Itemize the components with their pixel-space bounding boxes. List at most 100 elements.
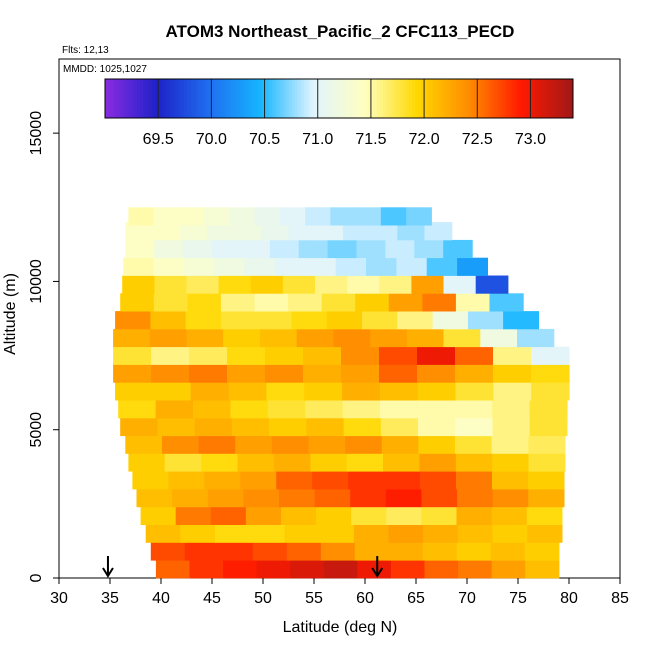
- colorbar-segment: [377, 79, 381, 118]
- colorbar-segment: [172, 79, 176, 118]
- colorbar-segment: [309, 79, 314, 118]
- colorbar-segment: [143, 79, 147, 118]
- colorbar-segment: [289, 79, 293, 118]
- colorbar-segment: [286, 79, 290, 118]
- colorbar-segment: [207, 79, 211, 118]
- heatmap-cell: [333, 328, 371, 348]
- x-tick-label: 65: [407, 590, 425, 607]
- heatmap-cell: [189, 364, 228, 383]
- colorbar-segment: [426, 79, 431, 118]
- colorbar-segment: [520, 79, 524, 118]
- heatmap-cell: [456, 506, 493, 525]
- heatmap-cell: [342, 400, 381, 419]
- colorbar-segment: [461, 79, 466, 118]
- colorbar-segment: [125, 79, 129, 118]
- heatmap-cell: [531, 364, 570, 383]
- heatmap-cell: [396, 257, 428, 276]
- colorbar-segment: [198, 79, 203, 118]
- heatmap-cell: [406, 207, 432, 226]
- heatmap-cell: [265, 364, 304, 383]
- heatmap-cell: [443, 239, 473, 259]
- colorbar-segment: [134, 79, 138, 118]
- heatmap-cell: [240, 239, 271, 259]
- colorbar-segment: [204, 79, 208, 118]
- colorbar-segment: [368, 79, 372, 118]
- heatmap-cell: [314, 489, 351, 508]
- colorbar-segment: [429, 79, 434, 118]
- profile-marker-arrow: [371, 556, 384, 578]
- heatmap-cell: [455, 293, 491, 312]
- colorbar-segment: [382, 79, 387, 118]
- heatmap-cell: [385, 239, 415, 259]
- heatmap-cell: [113, 328, 151, 348]
- heatmap-cell: [150, 311, 187, 330]
- colorbar-segment: [151, 79, 156, 118]
- heatmap-cell: [390, 560, 426, 579]
- colorbar-frame: [104, 78, 574, 119]
- heatmap-cell: [185, 311, 222, 330]
- colorbar-segment: [502, 79, 507, 118]
- heatmap-cell: [455, 453, 493, 472]
- colorbar-segment: [505, 79, 510, 118]
- colorbar-segment: [230, 79, 235, 118]
- heatmap-cell: [418, 417, 456, 437]
- heatmap-cell: [180, 524, 216, 543]
- heatmap-cell: [341, 346, 380, 365]
- colorbar-segment: [394, 79, 398, 118]
- heatmap-cell: [152, 382, 192, 401]
- heatmap-cell: [150, 542, 186, 561]
- heatmap-cell: [341, 364, 380, 383]
- colorbar-segment: [169, 79, 173, 118]
- heatmap-cell: [480, 328, 518, 348]
- colorbar-segment: [254, 79, 258, 118]
- heatmap-cell: [204, 471, 241, 490]
- colorbar-segment: [491, 79, 495, 118]
- colorbar-segment: [415, 79, 419, 118]
- heatmap-cell: [254, 293, 289, 312]
- heatmap-cell: [151, 364, 190, 383]
- colorbar-segment: [388, 79, 393, 118]
- colorbar-segment: [119, 79, 124, 118]
- heatmap-cell: [397, 311, 434, 330]
- heatmap-cell: [269, 239, 300, 259]
- heatmap-cell: [355, 293, 390, 312]
- colorbar-segment: [210, 79, 214, 118]
- heatmap-cell: [259, 328, 298, 348]
- heatmap-cell: [426, 257, 458, 276]
- heatmap-cell: [350, 489, 387, 508]
- heatmap-cell: [315, 222, 344, 241]
- heatmap-cell: [353, 524, 390, 543]
- heatmap-cell: [531, 382, 570, 401]
- colorbar-segment: [333, 79, 337, 118]
- colorbar-segment: [379, 79, 384, 118]
- heatmap-cell: [385, 489, 422, 508]
- x-tick-label: 70: [458, 590, 476, 607]
- heatmap-cell: [276, 471, 313, 490]
- heatmap-cell: [155, 560, 191, 579]
- heatmap-cell: [492, 453, 530, 472]
- heatmap-cell: [284, 524, 320, 543]
- heatmap-cell: [527, 471, 565, 490]
- heatmap-cell: [417, 364, 456, 383]
- heatmap-cell: [342, 222, 371, 241]
- colorbar-segment: [265, 79, 270, 118]
- heatmap-cell: [151, 346, 190, 365]
- heatmap-cell: [330, 207, 357, 226]
- colorbar-segment: [128, 79, 132, 118]
- colorbar-segment: [567, 79, 571, 118]
- flights-label: Flts: 12,13: [62, 45, 109, 56]
- x-tick-label: 30: [50, 590, 68, 607]
- heatmap-cell: [355, 207, 382, 226]
- colorbar-segment: [397, 79, 401, 118]
- heatmap-cell: [343, 417, 382, 437]
- colorbar-segment: [555, 79, 559, 118]
- heatmap-cell: [186, 328, 224, 348]
- heatmap-cell: [153, 257, 185, 276]
- heatmap-cell: [227, 364, 266, 383]
- colorbar-segment: [476, 79, 480, 118]
- heatmap-cell: [492, 471, 529, 490]
- heatmap-cell: [346, 453, 384, 472]
- colorbar-segment: [189, 79, 194, 118]
- heatmap-cell: [149, 328, 188, 348]
- heatmap-cell: [145, 524, 181, 543]
